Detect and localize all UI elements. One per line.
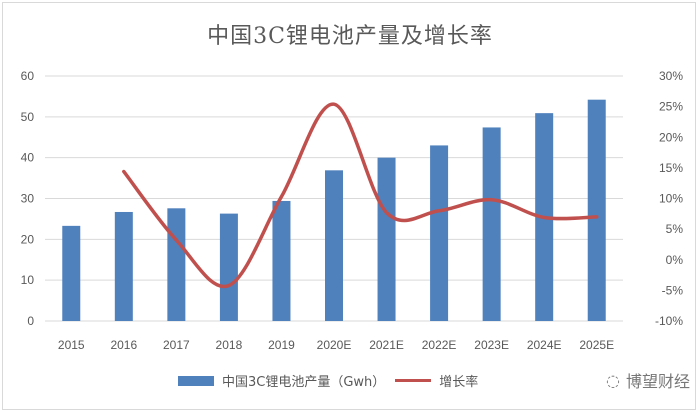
y2-tick-label: 20%: [659, 130, 683, 144]
legend-label-production: 中国3C锂电池产量（Gwh）: [222, 375, 386, 390]
bar: [167, 208, 186, 321]
y-tick-label: 0: [27, 314, 34, 328]
wechat-icon: ◌: [606, 370, 620, 390]
x-tick-label: 2022E: [422, 338, 457, 352]
growth-rate-line: [122, 102, 599, 289]
y2-tick-label: -10%: [655, 314, 683, 328]
x-tick-label: 2024E: [527, 338, 562, 352]
y2-tick-label: 15%: [659, 161, 683, 175]
y2-tick-label: 30%: [659, 69, 683, 83]
y-tick-label: 30: [21, 192, 35, 206]
x-tick-label: 2023E: [474, 338, 509, 352]
y2-tick-label: -5%: [662, 283, 684, 297]
legend: 中国3C锂电池产量（Gwh） 增长率: [178, 371, 478, 390]
x-tick-label: 2017: [163, 338, 190, 352]
y2-tick-label: 5%: [666, 222, 684, 236]
y2-tick-label: 0%: [666, 253, 684, 267]
chart-frame: [2, 2, 696, 410]
x-tick-label: 2021E: [369, 338, 404, 352]
watermark: ◌ 博望财经: [606, 368, 690, 392]
legend-swatch-bar: [178, 375, 214, 386]
bar: [219, 213, 238, 321]
x-tick-label: 2025E: [579, 338, 614, 352]
bar: [325, 170, 343, 321]
x-tick-label: 2020E: [317, 338, 352, 352]
bar: [377, 157, 396, 321]
legend-label-growth: 增长率: [439, 375, 479, 390]
x-tick-label: 2018: [216, 338, 243, 352]
y-tick-label: 20: [21, 232, 35, 246]
y-tick-label: 50: [21, 110, 35, 124]
bar: [272, 200, 291, 321]
y-tick-label: 60: [21, 69, 35, 83]
y2-tick-label: 25%: [659, 100, 683, 114]
y-tick-label: 10: [21, 273, 35, 287]
bar: [482, 127, 501, 321]
bar: [114, 211, 133, 321]
x-tick-label: 2019: [268, 338, 295, 352]
bar: [62, 225, 81, 321]
x-tick-label: 2015: [58, 338, 85, 352]
bar: [587, 99, 606, 321]
y2-tick-label: 10%: [659, 192, 683, 206]
chart-title: 中国3C锂电池产量及增长率: [207, 24, 493, 49]
bar: [430, 145, 449, 321]
y-tick-label: 40: [21, 151, 35, 165]
x-tick-label: 2016: [110, 338, 137, 352]
watermark-text: 博望财经: [625, 372, 690, 391]
legend-swatch-line: [395, 379, 432, 382]
